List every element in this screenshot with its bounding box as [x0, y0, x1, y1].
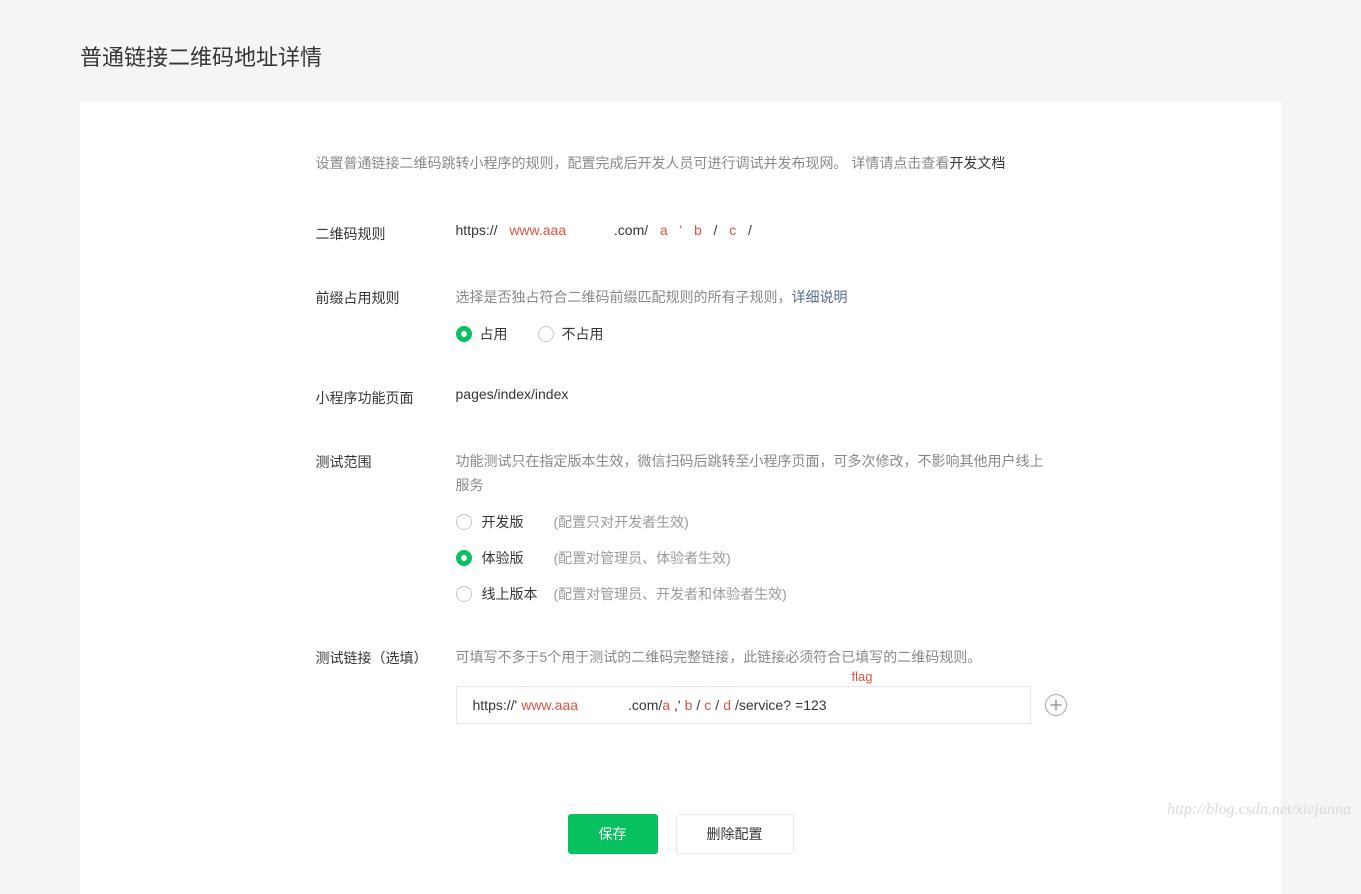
tl-host: www.aaa — [521, 697, 578, 713]
scope-option-trial[interactable]: 体验版 (配置对管理员、体验者生效) — [456, 548, 1046, 568]
prefix-rule-detail-link[interactable]: 详细说明 — [792, 289, 848, 305]
test-link-input[interactable]: flag https://' www.aaa .com/ a ,' b — [456, 686, 1031, 724]
config-card: 设置普通链接二维码跳转小程序的规则，配置完成后开发人员可进行调试并发布现网。 详… — [80, 102, 1281, 894]
url-sep1: ' — [680, 222, 683, 238]
url-suffix: .com/ — [614, 222, 648, 238]
radio-icon — [456, 326, 472, 342]
tl-b: b — [685, 697, 693, 713]
radio-occupy[interactable]: 占用 — [456, 324, 508, 344]
tl-a: a — [662, 697, 670, 713]
test-link-desc: 可填写不多于5个用于测试的二维码完整链接，此链接必须符合已填写的二维码规则。 — [456, 646, 1067, 670]
url-seg-c: c — [729, 222, 736, 238]
radio-icon — [456, 586, 472, 602]
radio-occupy-label: 占用 — [480, 324, 508, 344]
tl-query: =123 — [795, 697, 827, 713]
scope-release-note: (配置对管理员、开发者和体验者生效) — [554, 584, 787, 604]
prefix-rule-label: 前缀占用规则 — [316, 286, 456, 308]
url-host: www.aaa — [509, 222, 566, 238]
qrcode-rule-label: 二维码规则 — [316, 222, 456, 244]
tl-c: c — [704, 697, 711, 713]
dev-doc-link[interactable]: 开发文档 — [949, 155, 1005, 171]
tl-sep3: / — [715, 697, 719, 713]
url-proto: https:// — [456, 222, 498, 238]
radio-icon — [456, 514, 472, 530]
url-sep2: / — [714, 222, 718, 238]
intro-body: 设置普通链接二维码跳转小程序的规则，配置完成后开发人员可进行调试并发布现网。 详… — [316, 155, 950, 171]
prefix-rule-desc: 选择是否独占符合二维码前缀匹配规则的所有子规则，详细说明 — [456, 286, 1046, 310]
scope-release-name: 线上版本 — [482, 584, 538, 604]
save-button[interactable]: 保存 — [568, 814, 658, 854]
radio-icon — [456, 550, 472, 566]
intro-text: 设置普通链接二维码跳转小程序的规则，配置完成后开发人员可进行调试并发布现网。 详… — [316, 152, 1046, 174]
url-sep3: / — [748, 222, 752, 238]
test-scope-label: 测试范围 — [316, 450, 456, 472]
tl-proto: https://' — [473, 697, 518, 713]
page-title: 普通链接二维码地址详情 — [80, 40, 1281, 72]
scope-trial-name: 体验版 — [482, 548, 538, 568]
url-seg-b: b — [694, 222, 702, 238]
tl-sep1: ,' — [674, 697, 681, 713]
flag-annotation: flag — [852, 669, 873, 684]
scope-dev-note: (配置只对开发者生效) — [554, 512, 689, 532]
mp-page-value: pages/index/index — [456, 386, 1046, 402]
mp-page-label: 小程序功能页面 — [316, 386, 456, 408]
radio-icon — [538, 326, 554, 342]
delete-config-button[interactable]: 删除配置 — [676, 814, 794, 854]
scope-option-dev[interactable]: 开发版 (配置只对开发者生效) — [456, 512, 1046, 532]
qrcode-rule-value: https:// www.aaa .com/ a ' b / c — [456, 222, 1046, 238]
prefix-rule-desc-text: 选择是否独占符合二维码前缀匹配规则的所有子规则， — [456, 289, 792, 305]
tl-d: d — [723, 697, 731, 713]
tl-tail: /service? — [735, 697, 791, 713]
test-link-label: 测试链接（选填） — [316, 646, 456, 668]
radio-not-occupy[interactable]: 不占用 — [538, 324, 604, 344]
radio-not-occupy-label: 不占用 — [562, 324, 604, 344]
add-test-link-icon[interactable] — [1045, 694, 1067, 716]
tl-sep2: / — [696, 697, 700, 713]
scope-dev-name: 开发版 — [482, 512, 538, 532]
tl-suffix: .com/ — [628, 697, 662, 713]
scope-trial-note: (配置对管理员、体验者生效) — [554, 548, 731, 568]
scope-option-release[interactable]: 线上版本 (配置对管理员、开发者和体验者生效) — [456, 584, 1046, 604]
test-scope-desc: 功能测试只在指定版本生效，微信扫码后跳转至小程序页面，可多次修改，不影响其他用户… — [456, 450, 1046, 498]
url-seg-a: a — [660, 222, 668, 238]
